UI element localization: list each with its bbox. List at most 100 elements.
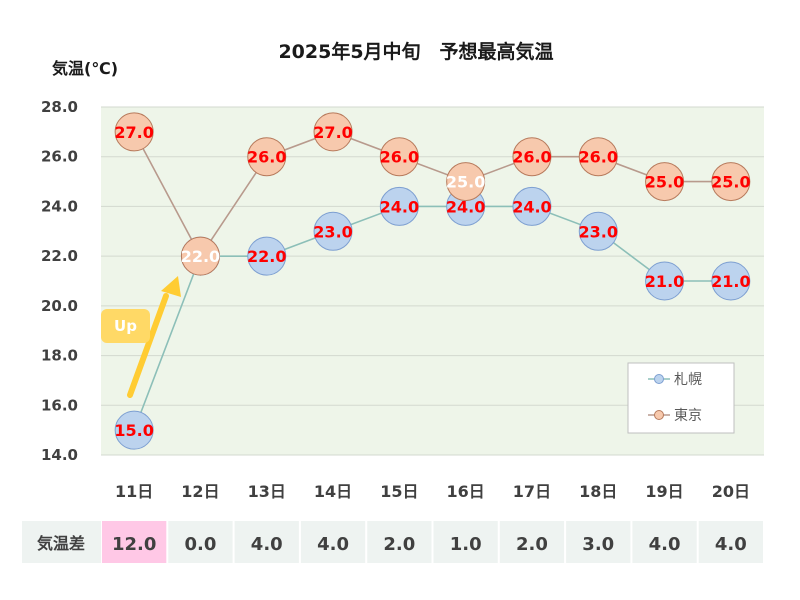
series-lines bbox=[133, 131, 731, 431]
data-label-0-7: 23.0 bbox=[579, 222, 618, 241]
legend-marker-1 bbox=[654, 410, 664, 420]
legend-label-0: 札幌 bbox=[674, 372, 702, 388]
diff-cell-7 bbox=[566, 521, 631, 563]
x-axis-ticks: 11日 12日 13日 14日 15日 16日 17日 18日 19日 20日 bbox=[115, 482, 750, 501]
x-tick-label: 13日 bbox=[248, 482, 286, 501]
up-arrow-icon bbox=[127, 293, 169, 398]
diff-value-7: 3.0 bbox=[582, 534, 614, 555]
chart-title: 2025年5月中旬 予想最高気温 bbox=[278, 40, 553, 63]
x-tick-label: 11日 bbox=[115, 482, 153, 501]
diff-value-5: 1.0 bbox=[450, 534, 482, 555]
diff-value-8: 4.0 bbox=[649, 534, 681, 555]
marker-1-0 bbox=[114, 112, 154, 152]
diff-cell-6 bbox=[499, 521, 565, 563]
marker-1-1 bbox=[180, 236, 220, 276]
data-label-1-5: 25.0 bbox=[446, 173, 485, 192]
y-tick-label: 16.0 bbox=[41, 396, 78, 414]
data-label-1-6: 26.0 bbox=[512, 148, 551, 167]
y-tick-label: 22.0 bbox=[41, 247, 78, 265]
data-label-0-0: 15.0 bbox=[114, 421, 153, 440]
legend-marker-0 bbox=[654, 374, 664, 384]
x-tick-label: 19日 bbox=[645, 482, 683, 501]
data-label-0-2: 22.0 bbox=[247, 247, 286, 266]
diff-cell-5 bbox=[433, 521, 498, 563]
data-label-0-5: 24.0 bbox=[446, 197, 485, 216]
diff-cell-3 bbox=[300, 521, 366, 563]
diff-cell-8 bbox=[632, 521, 697, 563]
y-tick-label: 14.0 bbox=[41, 446, 78, 464]
diff-cell-9 bbox=[698, 521, 763, 563]
y-tick-label: 24.0 bbox=[41, 197, 78, 215]
diff-value-1: 0.0 bbox=[185, 534, 217, 555]
marker-1-2 bbox=[247, 137, 287, 177]
marker-0-8 bbox=[645, 261, 685, 301]
x-tick-label: 15日 bbox=[380, 482, 418, 501]
diff-cell-1 bbox=[168, 521, 233, 563]
series-markers bbox=[114, 112, 751, 450]
marker-0-4 bbox=[379, 186, 419, 226]
y-tick-label: 18.0 bbox=[41, 347, 78, 365]
marker-1-6 bbox=[512, 137, 552, 177]
marker-0-3 bbox=[313, 211, 353, 251]
series-line-1 bbox=[133, 131, 731, 258]
marker-0-0 bbox=[114, 410, 154, 450]
marker-1-8 bbox=[645, 162, 685, 202]
marker-1-9 bbox=[711, 162, 751, 202]
diff-value-4: 2.0 bbox=[383, 534, 415, 555]
marker-0-7 bbox=[578, 211, 618, 251]
data-label-0-6: 24.0 bbox=[512, 197, 551, 216]
y-axis-label: 気温(℃) bbox=[52, 59, 118, 78]
up-annotation: Up bbox=[101, 276, 181, 398]
y-tick-label: 20.0 bbox=[41, 297, 78, 315]
diff-cell-4 bbox=[367, 521, 432, 563]
data-label-1-4: 26.0 bbox=[380, 148, 419, 167]
marker-0-9 bbox=[711, 261, 751, 301]
x-tick-label: 18日 bbox=[579, 482, 617, 501]
data-label-1-9: 25.0 bbox=[711, 173, 750, 192]
data-label-1-7: 26.0 bbox=[579, 148, 618, 167]
marker-0-2 bbox=[247, 236, 287, 276]
y-tick-label: 28.0 bbox=[41, 98, 78, 116]
data-label-1-0: 27.0 bbox=[114, 123, 153, 142]
diff-value-9: 4.0 bbox=[715, 534, 747, 555]
data-label-0-9: 21.0 bbox=[711, 272, 750, 291]
x-tick-label: 16日 bbox=[447, 482, 485, 501]
marker-0-6 bbox=[512, 186, 552, 226]
diff-header-cell bbox=[22, 521, 101, 563]
diff-value-2: 4.0 bbox=[251, 534, 283, 555]
legend-label-1: 東京 bbox=[674, 408, 702, 424]
series-line-0 bbox=[133, 205, 731, 431]
temperature-difference-row: 気温差 12.0 0.0 4.0 4.0 2.0 1.0 2.0 3.0 4.0 4.0 bbox=[22, 521, 763, 563]
data-label-0-4: 24.0 bbox=[380, 197, 419, 216]
data-label-1-3: 27.0 bbox=[313, 123, 352, 142]
data-labels: 15.0 22.0 23.0 24.0 24.0 24.0 23.0 21.0 21.0 27.0… bbox=[114, 123, 750, 440]
data-label-0-8: 21.0 bbox=[645, 272, 684, 291]
x-tick-label: 17日 bbox=[513, 482, 551, 501]
diff-cell-2 bbox=[234, 521, 299, 563]
data-label-1-2: 26.0 bbox=[247, 148, 286, 167]
up-badge bbox=[101, 309, 150, 343]
diff-cell-0 bbox=[102, 521, 167, 563]
data-label-1-8: 25.0 bbox=[645, 173, 684, 192]
marker-1-7 bbox=[578, 137, 618, 177]
up-arrowhead-icon bbox=[161, 276, 181, 297]
x-tick-label: 14日 bbox=[314, 482, 352, 501]
diff-value-3: 4.0 bbox=[317, 534, 349, 555]
diff-value-6: 2.0 bbox=[516, 534, 548, 555]
x-tick-label: 12日 bbox=[181, 482, 219, 501]
data-label-0-3: 23.0 bbox=[313, 222, 352, 241]
data-label-1-1: 22.0 bbox=[181, 247, 220, 266]
legend-box bbox=[627, 362, 735, 434]
y-axis-ticks: 14.0 16.0 18.0 20.0 22.0 24.0 26.0 28.0 bbox=[41, 98, 78, 464]
marker-1-5 bbox=[446, 162, 486, 202]
y-tick-label: 26.0 bbox=[41, 148, 78, 166]
diff-header-label: 気温差 bbox=[37, 534, 85, 553]
x-tick-label: 20日 bbox=[712, 482, 750, 501]
marker-1-3 bbox=[313, 112, 353, 152]
marker-1-4 bbox=[379, 137, 419, 177]
diff-value-0: 12.0 bbox=[112, 534, 156, 555]
up-badge-label: Up bbox=[114, 317, 137, 335]
